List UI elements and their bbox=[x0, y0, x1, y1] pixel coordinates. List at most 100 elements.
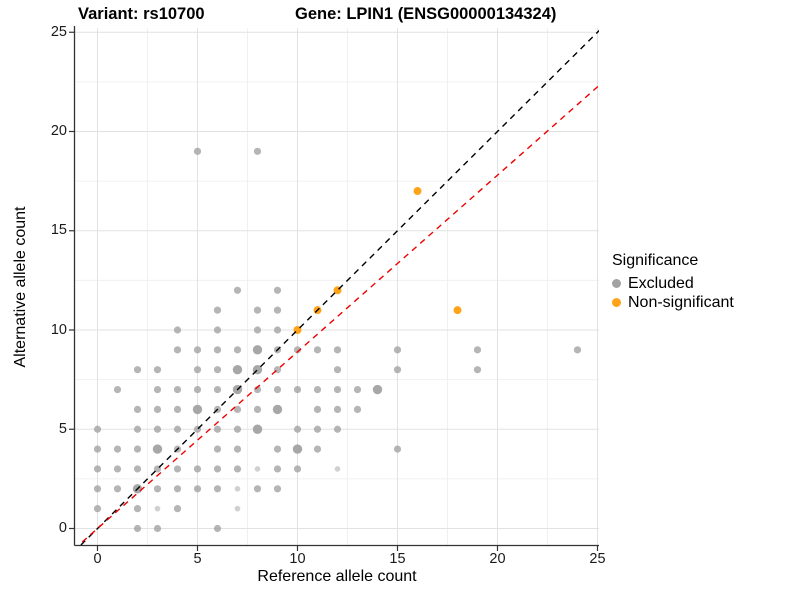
point-excluded bbox=[293, 346, 302, 354]
point-excluded bbox=[213, 445, 222, 453]
plot-title-variant: Variant: rs10700 bbox=[78, 5, 205, 23]
y-tick-label: 25 bbox=[50, 23, 67, 40]
point-excluded bbox=[372, 384, 383, 395]
point-excluded bbox=[93, 445, 102, 453]
point-excluded bbox=[393, 346, 402, 354]
point-excluded bbox=[233, 465, 242, 473]
point-excluded bbox=[153, 405, 162, 413]
point-excluded bbox=[252, 424, 263, 434]
point-excluded bbox=[133, 524, 142, 533]
point-excluded bbox=[334, 466, 341, 472]
point-excluded bbox=[213, 385, 222, 394]
point-excluded bbox=[253, 405, 262, 413]
point-excluded bbox=[93, 465, 102, 473]
point-excluded bbox=[333, 385, 342, 394]
point-excluded bbox=[253, 306, 262, 314]
point-excluded bbox=[113, 445, 122, 453]
y-tick-label: 5 bbox=[58, 420, 67, 437]
point-non-significant bbox=[453, 306, 462, 315]
point-excluded bbox=[333, 366, 342, 374]
identity-line bbox=[79, 29, 599, 546]
point-excluded bbox=[93, 485, 102, 493]
point-excluded bbox=[293, 385, 302, 394]
point-excluded bbox=[133, 505, 142, 513]
point-excluded bbox=[254, 466, 261, 472]
y-tick-label: 10 bbox=[50, 321, 67, 338]
point-excluded bbox=[293, 425, 302, 433]
non-significant-dot-icon bbox=[612, 298, 621, 307]
point-excluded bbox=[173, 326, 182, 334]
point-excluded bbox=[93, 425, 102, 433]
y-tick-label: 20 bbox=[50, 123, 67, 139]
point-excluded bbox=[193, 346, 202, 354]
point-excluded bbox=[133, 405, 142, 413]
point-excluded bbox=[353, 385, 362, 394]
point-excluded bbox=[273, 465, 282, 473]
point-excluded bbox=[253, 385, 262, 394]
point-excluded bbox=[213, 524, 222, 533]
point-excluded bbox=[233, 405, 242, 413]
point-excluded bbox=[193, 385, 202, 394]
x-tick-label: 20 bbox=[489, 551, 506, 567]
point-excluded bbox=[273, 326, 282, 334]
point-excluded bbox=[173, 505, 182, 513]
point-excluded bbox=[173, 385, 182, 394]
point-excluded bbox=[393, 366, 402, 374]
point-excluded bbox=[193, 147, 202, 155]
x-tick-label: 5 bbox=[193, 551, 202, 567]
point-excluded bbox=[192, 404, 203, 415]
point-excluded bbox=[153, 385, 162, 394]
point-excluded bbox=[193, 485, 202, 493]
plot-title-gene: Gene: LPIN1 (ENSG00000134324) bbox=[295, 5, 557, 23]
point-excluded bbox=[153, 485, 162, 493]
point-excluded bbox=[133, 445, 142, 453]
point-excluded bbox=[153, 524, 162, 533]
point-excluded bbox=[113, 385, 122, 394]
y-tick-label: 0 bbox=[58, 520, 67, 536]
x-tick-label: 25 bbox=[589, 551, 606, 567]
point-excluded bbox=[213, 485, 222, 493]
y-axis-label: Alternative allele count bbox=[12, 206, 29, 368]
point-excluded bbox=[253, 147, 262, 155]
point-excluded bbox=[213, 465, 222, 473]
point-excluded bbox=[313, 346, 322, 354]
legend-title: Significance bbox=[612, 252, 699, 269]
point-excluded bbox=[273, 286, 282, 294]
point-excluded bbox=[232, 365, 243, 375]
point-excluded bbox=[113, 485, 122, 493]
point-excluded bbox=[252, 345, 263, 355]
point-excluded bbox=[213, 425, 222, 433]
point-non-significant bbox=[413, 187, 422, 196]
point-excluded bbox=[133, 465, 142, 473]
excluded-dot-icon bbox=[612, 279, 621, 288]
point-excluded bbox=[272, 404, 283, 415]
point-excluded bbox=[93, 505, 102, 513]
point-excluded bbox=[273, 445, 282, 453]
point-excluded bbox=[273, 485, 282, 493]
point-excluded bbox=[173, 465, 182, 473]
legend-item-non-significant: Non-significant bbox=[612, 293, 734, 312]
point-excluded bbox=[133, 425, 142, 433]
point-excluded bbox=[153, 366, 162, 374]
point-excluded bbox=[313, 385, 322, 394]
point-excluded bbox=[234, 486, 241, 492]
y-tick-label: 15 bbox=[50, 222, 67, 239]
point-excluded bbox=[113, 465, 122, 473]
point-excluded bbox=[353, 405, 362, 413]
point-excluded bbox=[293, 465, 302, 473]
point-excluded bbox=[313, 425, 322, 433]
point-excluded bbox=[333, 425, 342, 433]
point-excluded bbox=[193, 366, 202, 374]
point-excluded bbox=[213, 366, 222, 374]
point-excluded bbox=[233, 346, 242, 354]
point-excluded bbox=[313, 405, 322, 413]
point-excluded bbox=[152, 444, 163, 454]
point-excluded bbox=[292, 444, 303, 454]
point-excluded bbox=[253, 326, 262, 334]
point-excluded bbox=[573, 346, 582, 354]
x-tick-label: 15 bbox=[389, 551, 406, 567]
point-excluded bbox=[173, 405, 182, 413]
point-excluded bbox=[273, 385, 282, 394]
point-excluded bbox=[253, 485, 262, 493]
